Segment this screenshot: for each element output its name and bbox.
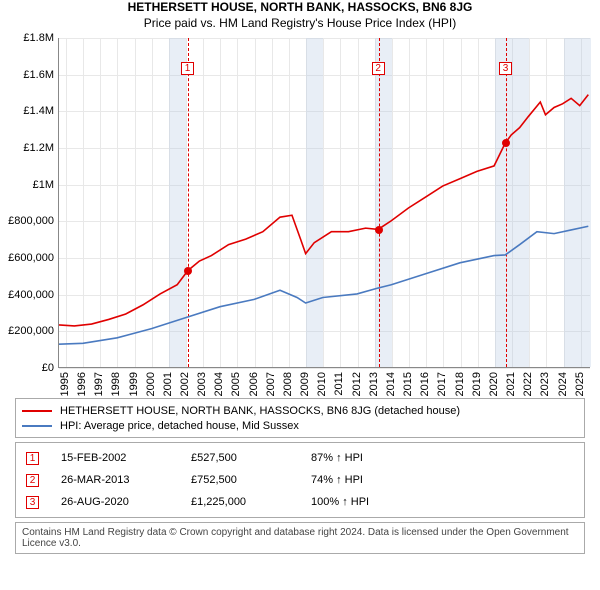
- transaction-pct: 100% ↑ HPI: [311, 496, 580, 508]
- x-axis-label: 2015: [402, 372, 414, 396]
- x-axis-label: 2008: [282, 372, 294, 396]
- transaction-price: £1,225,000: [191, 496, 311, 508]
- plot-area: 123: [58, 38, 590, 368]
- x-axis-label: 1998: [110, 372, 122, 396]
- y-axis-label: £800,000: [4, 215, 54, 227]
- y-axis-label: £1.6M: [4, 69, 54, 81]
- y-axis-label: £1.4M: [4, 105, 54, 117]
- x-axis-label: 2001: [162, 372, 174, 396]
- x-axis-label: 2024: [557, 372, 569, 396]
- transaction-price: £527,500: [191, 452, 311, 464]
- x-axis-label: 2004: [213, 372, 225, 396]
- x-axis-label: 2000: [145, 372, 157, 396]
- x-axis-label: 2006: [248, 372, 260, 396]
- x-axis-label: 2023: [539, 372, 551, 396]
- x-axis-label: 1999: [128, 372, 140, 396]
- transaction-marker: 2: [26, 474, 39, 487]
- attribution-text: Contains HM Land Registry data © Crown c…: [15, 522, 585, 554]
- x-axis-label: 2025: [574, 372, 586, 396]
- marker-dot: [375, 226, 383, 234]
- x-axis-label: 2012: [351, 372, 363, 396]
- x-axis-label: 2016: [419, 372, 431, 396]
- x-axis-label: 2005: [230, 372, 242, 396]
- marker-dot: [502, 139, 510, 147]
- chart-title: HETHERSETT HOUSE, NORTH BANK, HASSOCKS, …: [0, 0, 600, 14]
- x-axis-label: 2020: [488, 372, 500, 396]
- y-axis-label: £1.2M: [4, 142, 54, 154]
- x-axis-label: 2017: [436, 372, 448, 396]
- legend-row: HPI: Average price, detached house, Mid …: [22, 418, 578, 433]
- chart-container: HETHERSETT HOUSE, NORTH BANK, HASSOCKS, …: [0, 0, 600, 590]
- transaction-row: 2 26-MAR-2013£752,50074% ↑ HPI: [20, 469, 580, 491]
- x-axis-label: 1995: [59, 372, 71, 396]
- transaction-date: 26-AUG-2020: [61, 496, 191, 508]
- x-axis-label: 2007: [265, 372, 277, 396]
- legend-row: HETHERSETT HOUSE, NORTH BANK, HASSOCKS, …: [22, 403, 578, 418]
- y-axis-label: £1M: [4, 179, 54, 191]
- transaction-table: 1 15-FEB-2002£527,50087% ↑ HPI 2 26-MAR-201…: [15, 442, 585, 518]
- legend-label: HETHERSETT HOUSE, NORTH BANK, HASSOCKS, …: [60, 405, 460, 417]
- marker-dot: [184, 267, 192, 275]
- legend-label: HPI: Average price, detached house, Mid …: [60, 420, 299, 432]
- x-axis-label: 2018: [454, 372, 466, 396]
- transaction-date: 26-MAR-2013: [61, 474, 191, 486]
- x-axis-label: 2014: [385, 372, 397, 396]
- x-axis-label: 2013: [368, 372, 380, 396]
- x-axis-label: 2003: [196, 372, 208, 396]
- x-axis-label: 2002: [179, 372, 191, 396]
- transaction-price: £752,500: [191, 474, 311, 486]
- x-axis-label: 1997: [93, 372, 105, 396]
- transaction-pct: 74% ↑ HPI: [311, 474, 580, 486]
- x-axis-label: 1996: [76, 372, 88, 396]
- transaction-marker: 1: [26, 452, 39, 465]
- legend-box: HETHERSETT HOUSE, NORTH BANK, HASSOCKS, …: [15, 398, 585, 438]
- y-axis-label: £600,000: [4, 252, 54, 264]
- transaction-row: 1 15-FEB-2002£527,50087% ↑ HPI: [20, 447, 580, 469]
- y-axis-label: £200,000: [4, 325, 54, 337]
- x-axis-label: 2011: [333, 372, 345, 396]
- legend-swatch: [22, 425, 52, 427]
- x-axis-label: 2021: [505, 372, 517, 396]
- x-axis-label: 2009: [299, 372, 311, 396]
- transaction-pct: 87% ↑ HPI: [311, 452, 580, 464]
- chart-subtitle: Price paid vs. HM Land Registry's House …: [0, 16, 600, 30]
- x-axis-label: 2022: [522, 372, 534, 396]
- chart-area: 123 £0 £200,000 £400,000 £600,000 £800,000 £1…: [4, 34, 594, 394]
- transaction-date: 15-FEB-2002: [61, 452, 191, 464]
- x-axis-label: 2010: [316, 372, 328, 396]
- transaction-row: 3 26-AUG-2020£1,225,000100% ↑ HPI: [20, 491, 580, 513]
- y-axis-label: £400,000: [4, 289, 54, 301]
- x-axis-label: 2019: [471, 372, 483, 396]
- y-axis-label: £0: [4, 362, 54, 374]
- transaction-marker: 3: [26, 496, 39, 509]
- y-axis-label: £1.8M: [4, 32, 54, 44]
- legend-swatch: [22, 410, 52, 412]
- series-line: [59, 38, 590, 367]
